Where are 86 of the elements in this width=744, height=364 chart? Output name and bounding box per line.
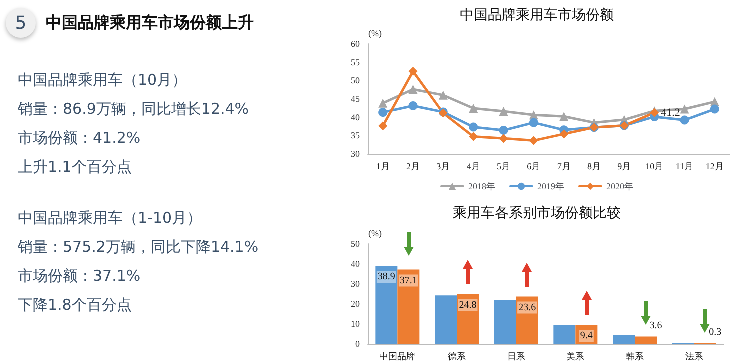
text: 销量：86.9万辆，同比增长12.4% — [18, 99, 250, 120]
text: 中国品牌乘用车（1-10月） — [18, 208, 204, 229]
x-tick-label: 美系 — [566, 352, 585, 362]
y-tick-label: 20 — [351, 299, 360, 309]
text: 中国品牌乘用车（10月） — [18, 70, 188, 91]
x-tick-label: 9月 — [618, 162, 632, 172]
point — [710, 104, 720, 114]
point — [529, 118, 538, 128]
data-label: 37.1 — [400, 275, 418, 286]
x-tick-label: 12月 — [706, 162, 724, 172]
point — [469, 132, 478, 142]
x-tick-label: 1月 — [376, 162, 390, 172]
x-tick-label: 6月 — [527, 162, 541, 172]
y-tick-label: 10 — [351, 319, 360, 329]
x-tick-label: 法系 — [685, 352, 704, 362]
bar — [635, 336, 657, 344]
y-tick-label: 30 — [351, 149, 360, 159]
x-tick-label: 8月 — [588, 162, 601, 172]
y-tick-label: 50 — [351, 76, 360, 86]
x-tick-label: 2月 — [406, 162, 420, 172]
x-tick-label: 11月 — [676, 162, 694, 172]
point — [560, 130, 569, 139]
y-tick-label: 30 — [351, 279, 360, 289]
y-tick-label: 50 — [351, 239, 360, 249]
text: 5 — [6, 8, 36, 38]
data-label: 0.3 — [709, 326, 722, 338]
bar — [457, 294, 479, 344]
legend-label: 2018年 — [468, 182, 496, 192]
y-tick-label: 0 — [356, 339, 360, 349]
chart-title: 乘用车各系别市场份额比较 — [453, 206, 621, 222]
point — [408, 101, 418, 110]
text: 市场份额：37.1% — [18, 266, 142, 287]
point — [560, 112, 569, 122]
chart-title: 中国品牌乘用车市场份额 — [460, 8, 614, 24]
y-tick-label: 40 — [351, 259, 360, 269]
point — [680, 116, 690, 125]
point — [408, 67, 418, 76]
text: 市场份额：41.2% — [18, 128, 142, 149]
point — [499, 106, 508, 116]
point — [499, 134, 508, 144]
data-label: 9.4 — [580, 330, 593, 342]
data-label: 24.8 — [459, 300, 477, 311]
point — [529, 136, 538, 146]
x-tick-label: 5月 — [497, 162, 510, 172]
x-tick-label: 10月 — [646, 162, 664, 172]
data-label: 23.6 — [518, 302, 536, 314]
text: 下降1.8个百分点 — [18, 295, 133, 316]
bar — [494, 300, 516, 344]
text: 中国品牌乘用车市场份额上升 — [46, 12, 254, 34]
bar — [376, 266, 398, 344]
y-tick-label: 40 — [351, 112, 360, 122]
point — [408, 84, 418, 94]
annotation: 41.2 — [661, 106, 680, 119]
y-axis-title: (%) — [368, 28, 382, 38]
point — [378, 98, 388, 108]
bar — [613, 335, 635, 344]
y-axis-title: (%) — [368, 228, 382, 238]
legend-label: 2020年 — [606, 182, 634, 192]
point — [378, 122, 388, 131]
point — [378, 108, 388, 118]
x-tick-label: 3月 — [436, 162, 450, 172]
bar — [516, 296, 538, 344]
data-label: 3.6 — [650, 320, 662, 332]
point — [438, 90, 448, 100]
x-tick-label: 中国品牌 — [380, 352, 416, 362]
bar — [554, 325, 576, 344]
data-label: 38.9 — [378, 272, 396, 283]
text: 上升1.1个百分点 — [18, 157, 133, 178]
text: 销量：575.2万辆，同比下降14.1% — [18, 237, 259, 258]
bar — [576, 325, 598, 344]
y-tick-label: 35 — [351, 130, 360, 141]
point — [469, 104, 478, 114]
x-tick-label: 7月 — [557, 162, 571, 172]
point — [469, 122, 478, 132]
point — [499, 126, 508, 136]
x-tick-label: 韩系 — [626, 352, 644, 362]
point — [680, 104, 690, 114]
y-tick-label: 55 — [351, 57, 360, 68]
y-tick-label: 45 — [351, 94, 360, 104]
bar — [435, 296, 457, 344]
x-tick-label: 德系 — [448, 352, 466, 362]
y-tick-label: 60 — [351, 39, 360, 49]
bar — [398, 270, 420, 344]
x-tick-label: 日系 — [507, 352, 526, 362]
x-tick-label: 4月 — [466, 162, 480, 172]
legend-label: 2019年 — [538, 182, 564, 192]
